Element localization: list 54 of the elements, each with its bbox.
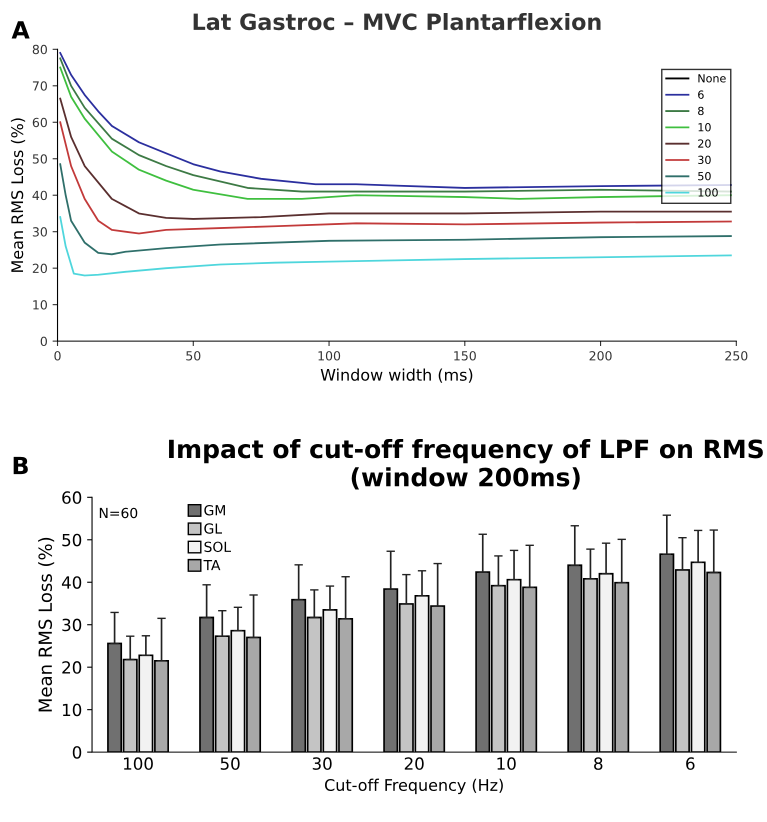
legend-label: SOL	[204, 542, 231, 552]
y-tick-label: 20	[62, 661, 82, 674]
y-tick-label: 30	[32, 227, 47, 237]
x-tick-label: 20	[404, 757, 424, 770]
line-series	[59, 121, 732, 234]
y-tick-label: 50	[32, 154, 47, 164]
x-axis-title: Cut-off Frequency (Hz)	[325, 778, 503, 794]
legend-label: None	[698, 74, 726, 83]
chart-title: Impact of cut-off frequency of LPF on RMS (window 200ms)	[169, 439, 763, 490]
y-tick-label: 40	[62, 576, 82, 589]
x-tick-label: 150	[454, 351, 476, 361]
y-tick-label: 80	[32, 44, 47, 54]
x-tick-label: 50	[220, 757, 240, 770]
x-tick-label: 30	[312, 757, 332, 770]
y-tick-label: 30	[62, 618, 82, 632]
x-tick-label: 250	[725, 351, 748, 361]
line-series	[59, 216, 732, 276]
text: A	[12, 21, 30, 38]
annotation: N=60	[100, 508, 138, 518]
y-tick-label: 10	[33, 300, 47, 310]
legend-label: 100	[698, 188, 718, 197]
y-axis-title: Mean RMS Loss (%)	[10, 118, 26, 272]
x-tick-label: 6	[686, 757, 695, 770]
y-tick-label: 50	[62, 534, 82, 546]
legend-label: 8	[698, 106, 704, 116]
legend-label: GL	[204, 523, 222, 534]
y-axis-title: Mean RMS Loss (%)	[38, 538, 54, 712]
x-tick-label: 50	[186, 351, 200, 361]
line-series	[59, 98, 732, 220]
y-tick-label: 40	[32, 190, 47, 200]
x-tick-label: 0	[54, 351, 61, 361]
x-tick-label: 10	[497, 757, 516, 770]
x-axis-title: Window width (ms)	[320, 368, 472, 383]
x-tick-label: 8	[594, 757, 602, 770]
legend-label: 10	[698, 123, 711, 132]
legend-label: 20	[698, 139, 711, 148]
y-tick-label: 0	[72, 746, 82, 759]
y-tick-label: 0	[40, 336, 47, 346]
y-tick-label: 60	[32, 118, 47, 128]
x-tick-label: 100	[124, 757, 153, 770]
x-tick-label: 200	[590, 351, 612, 361]
legend-label: 50	[698, 172, 711, 180]
y-tick-label: 60	[62, 491, 82, 504]
y-tick-label: 10	[62, 704, 82, 716]
chart-title: Lat Gastroc – MVC Plantarflexion	[194, 12, 601, 30]
x-tick-label: 100	[318, 351, 340, 361]
y-tick-label: 70	[32, 81, 47, 91]
legend-label: TA	[204, 560, 220, 570]
legend-label: 6	[698, 90, 704, 99]
legend-label: 30	[698, 156, 711, 164]
y-tick-label: 20	[32, 264, 47, 274]
legend-label: GM	[204, 504, 225, 516]
line-series	[59, 163, 732, 256]
text: B	[14, 456, 28, 474]
